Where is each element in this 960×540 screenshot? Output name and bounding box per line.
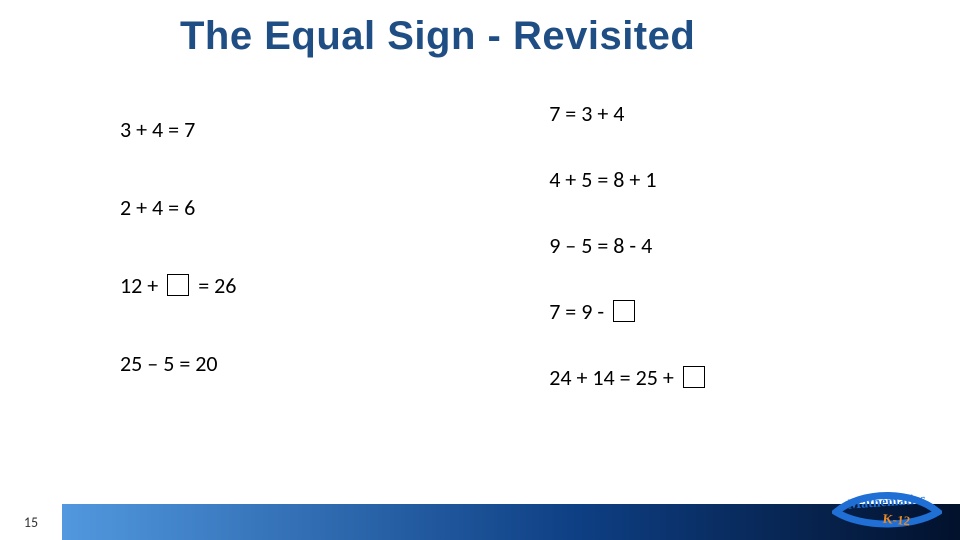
equation: 7 = 3 + 4 <box>549 98 960 128</box>
footer-bar: 15 <box>0 504 960 540</box>
blank-box <box>613 300 635 322</box>
page-number: 15 <box>0 504 62 540</box>
left-column: 3 + 4 = 7 2 + 4 = 6 12 + = 26 25 – 5 = 20 <box>0 90 499 470</box>
equations-columns: 3 + 4 = 7 2 + 4 = 6 12 + = 26 25 – 5 = 20 7… <box>0 90 960 470</box>
equation-text: 2 + 4 = 6 <box>120 194 195 221</box>
equation-text: 3 + 4 = 7 <box>120 116 195 143</box>
equation: 9 – 5 = 8 - 4 <box>549 230 960 260</box>
equation-text: 7 = 3 + 4 <box>549 100 624 127</box>
equation: 2 + 4 = 6 <box>120 192 499 222</box>
mathematics-k12-logo: Mathematics K-12 <box>832 488 942 534</box>
equation-text: 9 – 5 = 8 - 4 <box>549 232 652 259</box>
equation-text: 24 + 14 = 25 + <box>549 364 679 391</box>
equation-text: 12 + <box>120 272 163 299</box>
logo-text-bottom: K-12 <box>882 511 911 529</box>
logo-text-top: Mathematics <box>847 492 926 512</box>
equation: 4 + 5 = 8 + 1 <box>549 164 960 194</box>
equation: 12 + = 26 <box>120 270 499 300</box>
equation: 7 = 9 - <box>549 296 960 326</box>
slide-title: The Equal Sign - Revisited <box>0 14 960 59</box>
equation-text: 7 = 9 - <box>549 298 609 325</box>
equation-text: 25 – 5 = 20 <box>120 350 218 377</box>
equation: 3 + 4 = 7 <box>120 114 499 144</box>
equation-text: = 26 <box>193 272 236 299</box>
blank-box <box>683 366 705 388</box>
slide: The Equal Sign - Revisited 3 + 4 = 7 2 + … <box>0 0 960 540</box>
equation: 25 – 5 = 20 <box>120 348 499 378</box>
blank-box <box>167 274 189 296</box>
equation: 24 + 14 = 25 + <box>549 362 960 392</box>
right-column: 7 = 3 + 4 4 + 5 = 8 + 1 9 – 5 = 8 - 4 7 = 9… <box>499 90 960 470</box>
equation-text: 4 + 5 = 8 + 1 <box>549 166 656 193</box>
